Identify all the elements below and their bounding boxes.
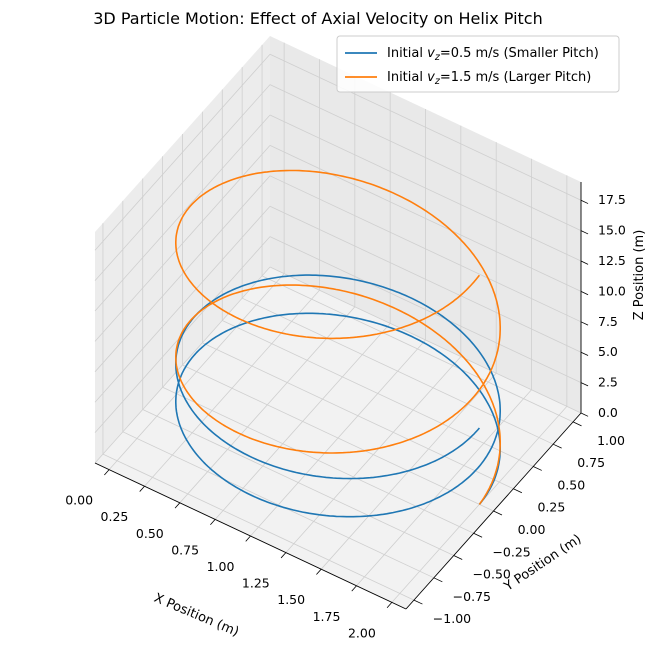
- grid-line: [94, 145, 271, 342]
- x-tick-label: 0.50: [136, 526, 164, 541]
- grid-line: [94, 84, 271, 281]
- x-tick-mark: [104, 469, 110, 476]
- y-tick-mark: [513, 488, 523, 494]
- z-tick-label: 10.0: [598, 283, 626, 298]
- x-axis-label: X Position (m): [152, 591, 241, 640]
- y-tick-label: −1.00: [433, 611, 471, 626]
- y-tick-mark: [433, 577, 443, 583]
- grid-line: [94, 266, 271, 464]
- grid-line: [241, 297, 554, 445]
- y-tick-mark: [473, 532, 483, 538]
- x-tick-label: 0.00: [65, 493, 93, 508]
- y-tick-mark: [413, 599, 423, 605]
- x-tick-label: 1.75: [313, 609, 341, 624]
- x-tick-mark: [210, 519, 216, 526]
- y-tick-mark: [572, 421, 582, 427]
- z-tick-label: 7.5: [598, 314, 618, 329]
- z-tick-mark: [580, 321, 589, 326]
- y-tick-mark: [493, 510, 503, 516]
- grid-lines: [94, 42, 582, 603]
- x-tick-label: 1.50: [277, 592, 305, 607]
- x-tick-label: 0.75: [171, 542, 199, 557]
- grid-line: [269, 84, 582, 231]
- y-tick-label: 0.75: [577, 455, 605, 470]
- x-tick-label: 0.25: [101, 509, 129, 524]
- series-line-2: [175, 169, 502, 505]
- z-tick-mark: [580, 260, 589, 265]
- series-line-1: [175, 274, 502, 518]
- legend-label-1: Initial vz=0.5 m/s (Smaller Pitch): [387, 46, 599, 63]
- axis-panes: [95, 36, 581, 609]
- legend-frame: [336, 35, 620, 93]
- z-tick-mark: [580, 199, 589, 204]
- grid-line: [269, 175, 582, 323]
- grid-line: [222, 320, 534, 467]
- grid-line: [182, 364, 494, 512]
- z-tick-mark: [580, 412, 589, 417]
- grid-line: [202, 342, 514, 490]
- grid-line: [162, 386, 474, 534]
- z-axis-label: Z Position (m): [632, 230, 647, 321]
- x-tick-mark: [174, 502, 181, 509]
- z-tick-label: 5.0: [598, 344, 618, 359]
- grid-line: [261, 275, 574, 423]
- y-tick-label: 0.50: [557, 477, 585, 492]
- grid-line: [269, 145, 582, 292]
- z-tick-label: 12.5: [598, 253, 626, 268]
- y-tick-mark: [533, 466, 542, 471]
- z-tick-label: 17.5: [598, 192, 626, 207]
- grid-line: [94, 205, 271, 403]
- legend-label-2: Initial vz=1.5 m/s (Larger Pitch): [387, 70, 591, 87]
- tick-labels: 0.00 0.25 0.50 0.75 1.00 1.25 1.50 1.75 2.00 −1.0…: [65, 192, 626, 640]
- x-tick-mark: [245, 535, 251, 542]
- y-tick-label: 1.00: [597, 433, 625, 448]
- grid-line: [269, 205, 582, 353]
- x-tick-mark: [139, 485, 145, 492]
- y-tick-mark: [453, 555, 463, 560]
- y-tick-mark: [552, 443, 562, 449]
- x-tick-mark: [351, 585, 357, 592]
- x-tick-label: 2.00: [348, 625, 376, 640]
- z-tick-label: 0.0: [598, 405, 618, 420]
- z-tick-mark: [580, 230, 589, 235]
- y-tick-label: −0.50: [473, 567, 511, 582]
- x-tick-mark: [316, 568, 322, 575]
- x-tick-mark: [386, 602, 393, 608]
- y-tick-label: 0.00: [518, 522, 546, 537]
- series-lines: [175, 169, 502, 518]
- y-tick-label: −0.75: [453, 589, 491, 604]
- z-tick-mark: [580, 382, 589, 387]
- chart-title: 3D Particle Motion: Effect of Axial Velo…: [93, 9, 542, 28]
- grid-line: [94, 53, 271, 251]
- y-tick-label: 0.25: [537, 500, 565, 515]
- z-tick-label: 15.0: [598, 223, 626, 238]
- grid-line: [269, 236, 582, 383]
- z-tick-mark: [580, 291, 589, 296]
- grid-line: [142, 409, 454, 556]
- y-axis-label: Y Position (m): [501, 532, 585, 595]
- grid-line: [102, 453, 415, 601]
- grid-line: [94, 175, 271, 373]
- x-tick-label: 1.25: [242, 576, 270, 591]
- z-tick-label: 2.5: [598, 375, 618, 390]
- grid-line: [94, 114, 271, 312]
- grid-line: [269, 266, 582, 414]
- y-tick-label: −0.25: [492, 544, 530, 559]
- x-tick-label: 1.00: [207, 559, 235, 574]
- legend: Initial vz=0.5 m/s (Smaller Pitch) Initia…: [336, 35, 620, 93]
- grid-line: [269, 114, 582, 262]
- grid-line: [122, 431, 435, 579]
- x-tick-mark: [280, 552, 287, 559]
- grid-line: [269, 53, 582, 201]
- z-tick-mark: [580, 351, 589, 356]
